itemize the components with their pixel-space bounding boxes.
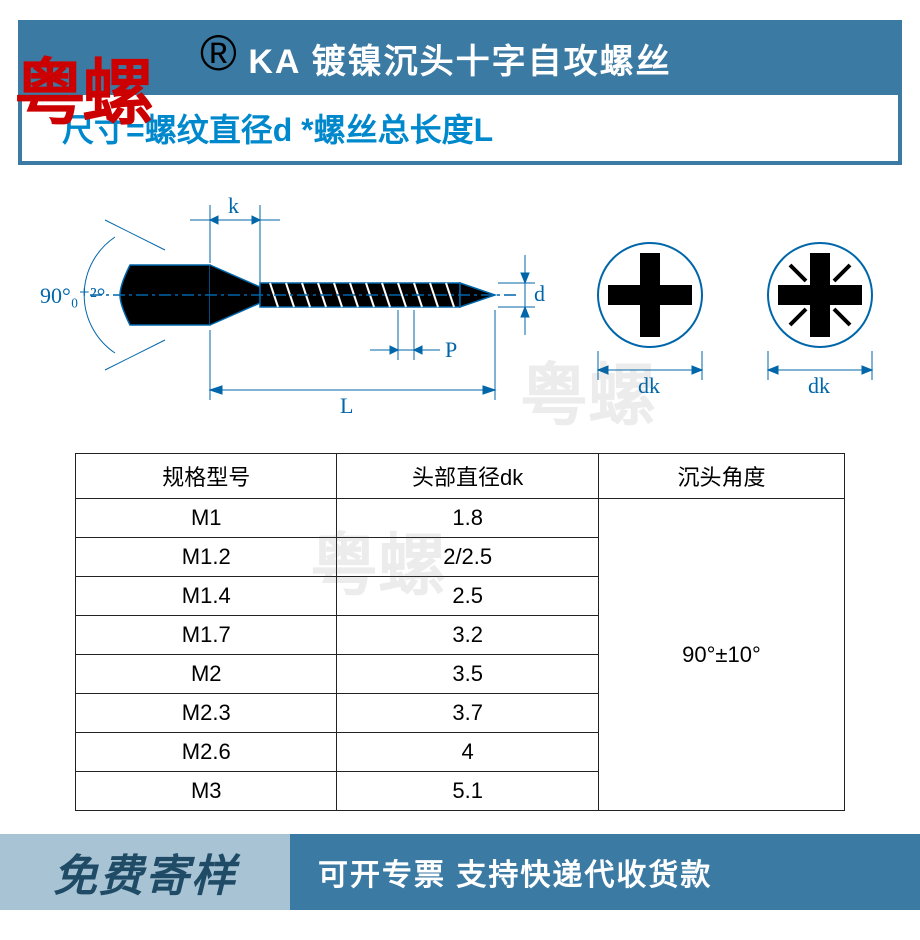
cell-dk: 3.2 [337, 616, 598, 655]
cell-dk: 4 [337, 733, 598, 772]
spec-table: 规格型号 头部直径dk 沉头角度 M11.890°±10°M1.22/2.5M1… [75, 453, 845, 811]
cell-spec: M2 [76, 655, 337, 694]
footer-right: 可开专票 支持快递代收货款 [290, 834, 920, 910]
technical-diagram: k 90°₀⁺²° d P [0, 165, 920, 445]
table-row: M11.890°±10° [76, 499, 845, 538]
cell-dk: 5.1 [337, 772, 598, 811]
dim-l: L [340, 393, 353, 418]
dim-dk-1: dk [638, 373, 660, 398]
cell-dk: 2.5 [337, 577, 598, 616]
cell-spec: M1.7 [76, 616, 337, 655]
cell-dk: 3.7 [337, 694, 598, 733]
cell-spec: M1.2 [76, 538, 337, 577]
cell-spec: M2.3 [76, 694, 337, 733]
title-bar: KA 镀镍沉头十字自攻螺丝 [22, 24, 898, 93]
footer-left: 免费寄样 [0, 834, 290, 910]
dim-d: d [534, 281, 545, 306]
brand-watermark: 粤螺 [14, 34, 150, 139]
table-header-row: 规格型号 头部直径dk 沉头角度 [76, 454, 845, 499]
cell-spec: M1.4 [76, 577, 337, 616]
col-angle: 沉头角度 [598, 454, 844, 499]
col-dk: 头部直径dk [337, 454, 598, 499]
dim-angle: 90°₀⁺²° [40, 283, 105, 308]
cell-spec: M2.6 [76, 733, 337, 772]
dim-dk-2: dk [808, 373, 830, 398]
col-spec: 规格型号 [76, 454, 337, 499]
cell-spec: M1 [76, 499, 337, 538]
cell-spec: M3 [76, 772, 337, 811]
subtitle-bar: 尺寸=螺纹直径d *螺丝总长度L [22, 93, 898, 161]
header-frame: KA 镀镍沉头十字自攻螺丝 尺寸=螺纹直径d *螺丝总长度L [18, 20, 902, 165]
registered-mark: ® [200, 24, 237, 82]
dim-k: k [228, 193, 239, 218]
footer-banner: 免费寄样 可开专票 支持快递代收货款 [0, 834, 920, 910]
cell-angle: 90°±10° [598, 499, 844, 811]
dim-p: P [445, 337, 457, 362]
cell-dk: 2/2.5 [337, 538, 598, 577]
cell-dk: 3.5 [337, 655, 598, 694]
cell-dk: 1.8 [337, 499, 598, 538]
